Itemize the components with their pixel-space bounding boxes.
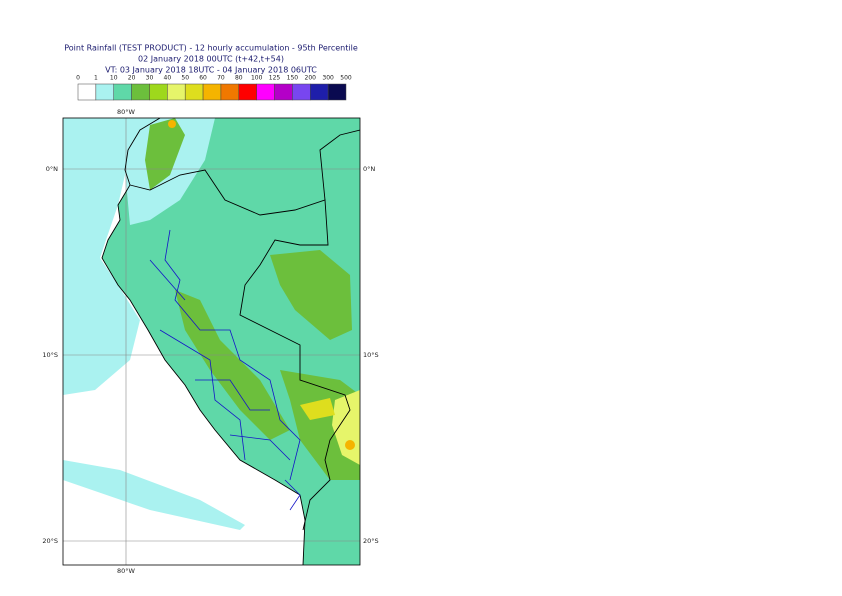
legend-label: 0: [76, 75, 80, 82]
lon-label: 80°W: [117, 567, 136, 575]
legend-label: 40: [164, 75, 172, 82]
map: [63, 118, 360, 565]
title: Point Rainfall (TEST PRODUCT) - 12 hourl…: [64, 44, 358, 53]
legend-swatch: [292, 83, 311, 101]
legend-label: 20: [128, 75, 136, 82]
valid-time: VT: 03 January 2018 18UTC - 04 January 2…: [105, 66, 317, 75]
lat-label: 10°S: [363, 351, 379, 359]
legend: 0 1 10 20 30 40 50 60 70 80 100 125 150 200 300 500: [76, 75, 352, 101]
lat-label: 20°S: [363, 537, 379, 545]
legend-label: 60: [199, 75, 207, 82]
map-frame: [62, 117, 361, 566]
legend-label: 30: [146, 75, 154, 82]
legend-swatch: [310, 83, 329, 101]
legend-swatch: [202, 83, 222, 101]
coastline: [101, 118, 306, 565]
rain-area: [300, 398, 335, 420]
ocean-rain: [63, 460, 245, 530]
legend-label: 80: [235, 75, 243, 82]
lat-label: 20°S: [42, 537, 58, 545]
legend-swatch: [95, 83, 114, 101]
legend-label: 125: [269, 75, 281, 82]
lon-label: 80°W: [117, 108, 136, 116]
legend-swatch: [77, 83, 97, 101]
legend-swatch: [184, 83, 204, 101]
border: [319, 129, 360, 201]
rain-area: [270, 250, 352, 340]
rain-area: [280, 370, 360, 480]
legend-label: 300: [322, 75, 334, 82]
lat-label: 0°N: [363, 165, 375, 173]
legend-swatch: [274, 83, 293, 101]
legend-swatch: [256, 83, 275, 101]
lat-label: 10°S: [42, 351, 58, 359]
rain-area: [345, 440, 355, 450]
legend-swatch: [238, 83, 257, 101]
legend-swatch: [149, 83, 168, 101]
base-time: 02 January 2018 00UTC (t+42,t+54): [138, 55, 284, 64]
legend-label: 70: [217, 75, 225, 82]
legend-label: 1: [94, 75, 98, 82]
legend-label: 200: [305, 75, 317, 82]
legend-swatch: [220, 83, 240, 101]
rain-area: [145, 118, 185, 190]
legend-label: 500: [340, 75, 352, 82]
lat-label: 0°N: [46, 165, 58, 173]
legend-swatch: [131, 83, 150, 101]
ocean-rain: [63, 118, 160, 395]
legend-label: 150: [287, 75, 299, 82]
land: [102, 118, 360, 565]
region-border: [149, 229, 301, 511]
legend-swatch: [113, 83, 132, 101]
rain-area: [168, 120, 176, 128]
legend-swatch: [327, 83, 347, 101]
rain-area: [175, 290, 290, 440]
legend-label: 100: [251, 75, 263, 82]
border: [129, 169, 351, 531]
legend-label: 50: [181, 75, 189, 82]
legend-swatch: [167, 83, 186, 101]
legend-label: 10: [110, 75, 118, 82]
